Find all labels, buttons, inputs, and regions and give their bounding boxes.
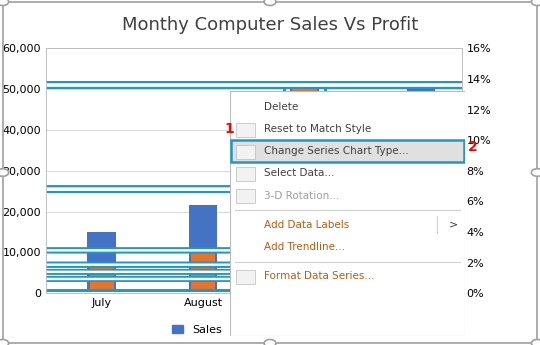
Bar <box>407 85 435 293</box>
Circle shape <box>0 291 540 295</box>
Text: Add Data Labels: Add Data Labels <box>264 220 349 230</box>
FancyBboxPatch shape <box>236 167 255 181</box>
Circle shape <box>0 291 540 295</box>
Circle shape <box>0 263 540 267</box>
Text: 1: 1 <box>224 122 234 136</box>
Text: 2: 2 <box>468 140 477 155</box>
Circle shape <box>0 248 540 253</box>
Bar <box>291 85 319 293</box>
Bar <box>191 250 215 293</box>
Circle shape <box>0 82 540 88</box>
Circle shape <box>0 291 540 295</box>
FancyBboxPatch shape <box>236 270 255 284</box>
Circle shape <box>0 248 540 253</box>
FancyBboxPatch shape <box>230 91 465 336</box>
Legend: Sales: Sales <box>168 320 226 339</box>
Bar <box>293 85 316 293</box>
Text: Format Data Series...: Format Data Series... <box>264 272 375 282</box>
Text: Add Trendline...: Add Trendline... <box>264 242 345 252</box>
Text: Change Series Chart Type...: Change Series Chart Type... <box>264 146 409 156</box>
FancyBboxPatch shape <box>236 189 255 203</box>
Circle shape <box>0 263 540 267</box>
Circle shape <box>0 291 540 295</box>
Circle shape <box>0 270 540 274</box>
Circle shape <box>0 291 540 295</box>
Bar <box>189 206 217 293</box>
Text: Delete: Delete <box>264 102 299 112</box>
Circle shape <box>0 291 540 295</box>
Circle shape <box>0 270 540 274</box>
Text: Reset to Match Style: Reset to Match Style <box>264 125 372 135</box>
Circle shape <box>0 263 540 267</box>
Text: >: > <box>449 220 458 230</box>
FancyBboxPatch shape <box>236 145 255 159</box>
Circle shape <box>0 277 540 281</box>
Circle shape <box>0 186 540 192</box>
Circle shape <box>0 290 540 296</box>
FancyBboxPatch shape <box>236 123 255 137</box>
Text: 3-D Rotation...: 3-D Rotation... <box>264 190 340 200</box>
Text: Monthy Computer Sales Vs Profit: Monthy Computer Sales Vs Profit <box>122 16 418 33</box>
Text: Select Data...: Select Data... <box>264 168 335 178</box>
Circle shape <box>0 290 540 296</box>
Bar <box>87 232 116 293</box>
Circle shape <box>0 290 540 296</box>
Bar <box>90 265 114 293</box>
Circle shape <box>0 248 540 253</box>
Circle shape <box>0 186 540 192</box>
FancyBboxPatch shape <box>231 140 464 162</box>
Circle shape <box>0 277 540 281</box>
Circle shape <box>0 82 540 88</box>
Circle shape <box>0 82 540 88</box>
